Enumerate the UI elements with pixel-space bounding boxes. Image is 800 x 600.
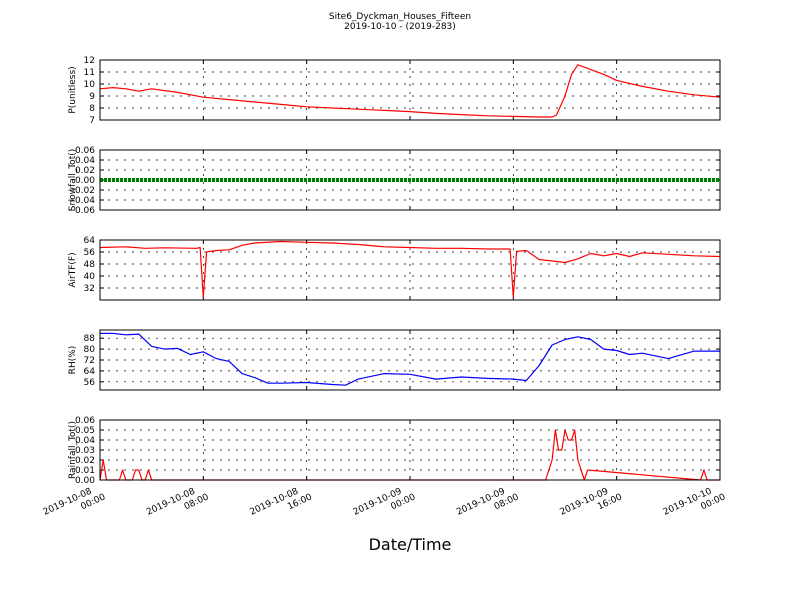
chart-title: Site6_Dyckman_Houses_Fifteen xyxy=(329,12,471,22)
y-tick-label: −0.04 xyxy=(67,196,95,206)
y-tick-label: 40 xyxy=(84,272,96,282)
x-axis-label: Date/Time xyxy=(369,535,452,554)
x-tick-label: 2019-10-0800:00 xyxy=(42,482,108,527)
y-tick-label: 8 xyxy=(89,104,95,114)
y-tick-label: 10 xyxy=(84,80,96,90)
x-tick-label: 2019-10-1000:00 xyxy=(662,482,728,527)
series-line xyxy=(100,240,720,298)
y-tick-label: 48 xyxy=(84,260,96,270)
y-tick-label: 64 xyxy=(84,236,96,246)
panel-5: 0.000.010.020.030.040.050.06Rainfall_Tot… xyxy=(68,416,721,486)
series-line xyxy=(100,64,720,118)
y-tick-label: 7 xyxy=(89,116,95,126)
y-tick-label: 0.04 xyxy=(75,156,95,166)
y-tick-label: 0.04 xyxy=(75,436,95,446)
y-tick-label: 88 xyxy=(84,334,96,344)
panel-frame xyxy=(99,59,721,121)
y-tick-label: 72 xyxy=(84,356,95,366)
panel-frame xyxy=(99,329,721,391)
y-tick-label: 0.00 xyxy=(75,176,95,186)
x-tick-label: 2019-10-0900:00 xyxy=(352,482,418,527)
panel-frame xyxy=(99,239,721,301)
x-axis-tick-labels: 2019-10-0800:00 2019-10-0808:00 2019-10-08… xyxy=(42,482,728,527)
y-tick-label: 11 xyxy=(84,68,95,78)
y-tick-label: 0.01 xyxy=(75,466,95,476)
x-tick-label: 2019-10-0808:00 xyxy=(145,482,211,527)
x-tick-label: 2019-10-0908:00 xyxy=(455,482,521,527)
y-tick-label: 0.02 xyxy=(75,166,95,176)
x-tick-label: 2019-10-0816:00 xyxy=(249,482,315,527)
y-tick-label: 56 xyxy=(84,378,96,388)
chart-subtitle: 2019-10-10 - (2019-283) xyxy=(344,22,456,32)
y-tick-label: 0.05 xyxy=(75,426,95,436)
y-tick-label: 64 xyxy=(84,367,96,377)
series-line xyxy=(100,332,720,386)
panels-layer: 789101112P(unitless)−0.06−0.04−0.020.000… xyxy=(67,56,721,486)
y-axis-label: P(unitless) xyxy=(68,66,78,113)
panel-frame xyxy=(99,419,721,481)
panel-2: −0.06−0.04−0.020.000.020.040.06Snowfall_… xyxy=(67,146,721,216)
y-axis-label: AirTF(F) xyxy=(68,252,78,287)
y-tick-label: −0.06 xyxy=(67,206,95,216)
y-tick-label: 32 xyxy=(84,284,95,294)
y-tick-label: 12 xyxy=(84,56,95,66)
y-axis-label: Rainfall_Tot() xyxy=(68,421,78,479)
y-axis-label: RH(%) xyxy=(68,346,78,375)
y-tick-label: 56 xyxy=(84,248,96,258)
y-tick-label: 0.06 xyxy=(75,416,95,426)
y-tick-label: 0.00 xyxy=(75,476,95,486)
y-axis-label: Snowfall_Tot() xyxy=(68,149,78,212)
y-tick-label: 0.02 xyxy=(75,456,95,466)
panel-3: 32 40 48 56 64 AirTF(F) xyxy=(68,236,721,301)
panel-1: 7 8 9 10 11 12 P(unitless) xyxy=(68,56,721,126)
y-tick-label: 0.06 xyxy=(75,146,95,156)
y-tick-label: 0.03 xyxy=(75,446,95,456)
y-tick-label: 80 xyxy=(84,345,96,355)
y-tick-label: −0.02 xyxy=(67,186,95,196)
x-tick-label: 2019-10-0916:00 xyxy=(559,482,625,527)
y-tick-label: 9 xyxy=(89,92,95,102)
panel-frame xyxy=(99,149,721,211)
